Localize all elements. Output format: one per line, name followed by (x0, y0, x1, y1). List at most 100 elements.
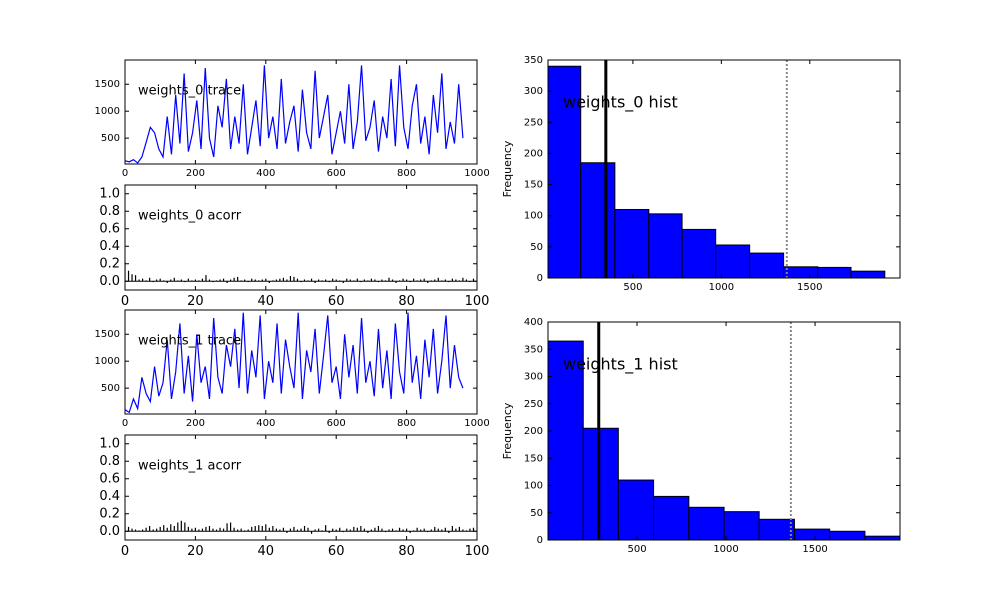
axes-frame (547, 59, 901, 279)
x-tick-label: 0 (122, 168, 128, 179)
x-tick-label: 100 (465, 544, 490, 559)
x-tick-label: 80 (398, 544, 415, 559)
y-tick-label: 0.8 (99, 454, 120, 469)
y-tick-label: 300 (524, 86, 543, 97)
hist-bar (614, 208, 650, 278)
trace-line (125, 65, 464, 164)
subplot: 500 1000 1500 0 50 100 150 200 250 300 350 400 weigh… (501, 317, 901, 555)
y-axis-label: Frequency (501, 140, 514, 197)
x-tick-label: 1000 (464, 168, 489, 179)
y-tick-label: 0.6 (99, 221, 120, 236)
y-tick-label: 0 (537, 535, 543, 546)
subplot: 0 20 40 60 80 100 0.0 0.2 0.4 0.6 0.8 1.0 weights_1 … (99, 434, 490, 559)
plot-area (125, 312, 464, 414)
x-tick-label: 600 (327, 418, 346, 429)
hist-bar (783, 266, 819, 278)
hist-bar (681, 228, 717, 278)
y-tick-label: 0.8 (99, 204, 120, 219)
hist-bar (758, 518, 795, 540)
y-tick-label: 350 (524, 55, 543, 66)
subplot: 0 20 40 60 80 100 0.0 0.2 0.4 0.6 0.8 1.0 weights_0 … (99, 184, 490, 309)
hist-bar (653, 495, 690, 540)
x-tick-label: 0 (122, 418, 128, 429)
y-tick-label: 0.2 (99, 256, 120, 271)
y-tick-label: 0.4 (99, 239, 120, 254)
y-tick-label: 1500 (95, 79, 120, 90)
y-tick-label: 1.0 (99, 436, 120, 451)
x-tick-label: 1000 (713, 544, 738, 555)
trace-line (125, 312, 464, 414)
y-tick-label: 150 (524, 180, 543, 191)
x-tick-label: 600 (327, 168, 346, 179)
subplot-title: weights_0 acorr (138, 209, 242, 224)
y-tick-label: 0.0 (99, 524, 120, 539)
y-tick-label: 1000 (95, 106, 120, 117)
hist-bar (688, 506, 725, 540)
x-tick-label: 400 (256, 418, 275, 429)
y-tick-label: 1000 (95, 356, 120, 367)
subplot-title: weights_0 trace (138, 84, 241, 99)
y-tick-label: 1.0 (99, 186, 120, 201)
axes-frame (124, 434, 478, 541)
subplot-title: weights_1 trace (138, 334, 241, 349)
x-tick-label: 60 (328, 544, 345, 559)
hist-bar (829, 530, 866, 540)
axes-frame (124, 59, 478, 165)
x-tick-label: 20 (187, 294, 204, 309)
y-tick-label: 0.2 (99, 506, 120, 521)
y-tick-label: 150 (524, 453, 543, 464)
y-tick-label: 200 (524, 148, 543, 159)
hist-bar (582, 427, 619, 540)
x-tick-label: 800 (397, 168, 416, 179)
hist-bar (864, 535, 900, 540)
x-tick-label: 80 (398, 294, 415, 309)
plot-area (548, 322, 900, 540)
y-tick-label: 200 (524, 426, 543, 437)
axes-frame (124, 309, 478, 415)
hist-bar (648, 213, 683, 278)
y-tick-label: 0.4 (99, 489, 120, 504)
y-tick-label: 400 (524, 317, 543, 328)
x-tick-label: 40 (258, 294, 275, 309)
hist-bar (850, 270, 886, 278)
plot-area (125, 513, 477, 534)
subplot-title: weights_0 hist (563, 93, 678, 113)
subplot: 0 200 400 600 800 1000 500 1000 1500 weights_1 tr… (95, 309, 490, 429)
y-tick-label: 50 (530, 508, 543, 519)
y-tick-label: 100 (524, 481, 543, 492)
x-tick-label: 1500 (802, 544, 827, 555)
y-tick-label: 250 (524, 117, 543, 128)
hist-bar (580, 162, 616, 278)
y-tick-label: 500 (101, 133, 120, 144)
hist-bar (817, 266, 852, 278)
x-tick-label: 400 (256, 168, 275, 179)
hist-bar (749, 252, 785, 278)
x-tick-label: 800 (397, 418, 416, 429)
x-tick-label: 1500 (797, 282, 822, 293)
subplot-title: weights_1 acorr (138, 459, 242, 474)
y-tick-label: 100 (524, 211, 543, 222)
x-tick-label: 40 (258, 544, 275, 559)
hist-bar (715, 244, 751, 278)
y-tick-label: 1500 (95, 329, 120, 340)
x-tick-label: 0 (121, 544, 129, 559)
x-tick-label: 200 (186, 168, 205, 179)
subplot: 0 200 400 600 800 1000 500 1000 1500 weights_0 tr… (95, 59, 490, 179)
x-tick-label: 0 (121, 294, 129, 309)
hist-bar (617, 479, 655, 540)
hist-bar (548, 340, 584, 540)
x-tick-label: 60 (328, 294, 345, 309)
y-tick-label: 500 (101, 383, 120, 394)
y-axis-label: Frequency (501, 402, 514, 459)
x-tick-label: 1000 (464, 418, 489, 429)
y-tick-label: 0 (537, 273, 543, 284)
y-tick-label: 50 (530, 242, 543, 253)
x-tick-label: 200 (186, 418, 205, 429)
x-tick-label: 20 (187, 544, 204, 559)
x-tick-label: 100 (465, 294, 490, 309)
y-tick-label: 300 (524, 372, 543, 383)
plot-area (548, 60, 886, 278)
plot-area (125, 262, 477, 283)
x-tick-label: 1000 (709, 282, 734, 293)
